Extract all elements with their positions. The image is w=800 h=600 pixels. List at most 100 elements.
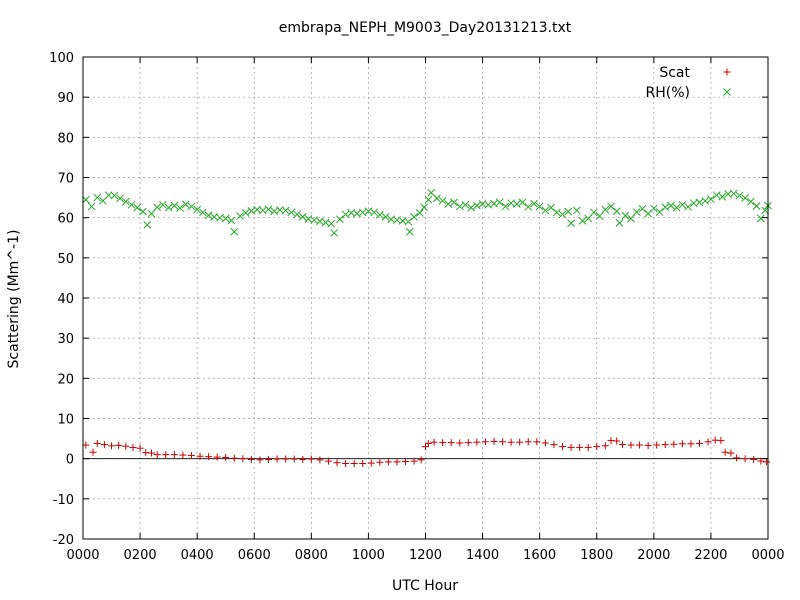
data-point bbox=[404, 217, 413, 226]
data-point bbox=[618, 441, 626, 449]
data-point bbox=[282, 455, 290, 463]
data-point bbox=[341, 210, 350, 219]
data-point bbox=[143, 221, 152, 229]
data-point bbox=[661, 203, 670, 212]
data-point bbox=[533, 438, 541, 446]
data-point bbox=[384, 458, 392, 466]
data-point bbox=[410, 213, 418, 221]
data-point bbox=[644, 441, 652, 449]
y-tick-label: 20 bbox=[57, 372, 74, 387]
legend-marker-symbol bbox=[723, 68, 731, 76]
data-point bbox=[552, 208, 561, 217]
data-point bbox=[456, 439, 464, 447]
data-point bbox=[735, 191, 744, 200]
data-point bbox=[299, 455, 307, 463]
data-point bbox=[110, 191, 119, 200]
data-point bbox=[481, 438, 489, 446]
data-point bbox=[447, 439, 455, 447]
data-point bbox=[530, 199, 538, 208]
data-point bbox=[607, 202, 615, 211]
data-point bbox=[239, 455, 247, 463]
data-point bbox=[499, 438, 507, 446]
y-tick-label: 80 bbox=[57, 131, 74, 146]
data-point bbox=[82, 195, 90, 204]
data-point bbox=[136, 444, 144, 452]
data-point bbox=[741, 194, 750, 202]
x-tick-label: 1000 bbox=[352, 548, 385, 563]
data-point bbox=[417, 456, 425, 464]
data-point bbox=[230, 227, 239, 236]
data-point bbox=[381, 213, 390, 221]
data-point bbox=[100, 441, 108, 449]
data-point bbox=[424, 439, 432, 447]
data-point bbox=[420, 203, 428, 212]
data-point bbox=[359, 459, 367, 467]
data-point bbox=[672, 203, 681, 212]
data-point bbox=[750, 455, 758, 463]
data-point bbox=[516, 438, 524, 446]
legend-marker-symbol bbox=[723, 88, 731, 96]
data-point bbox=[747, 197, 755, 206]
data-point bbox=[93, 193, 102, 202]
data-point bbox=[613, 437, 621, 445]
legend-label-scat: Scat bbox=[659, 65, 690, 81]
x-tick-label: 0800 bbox=[295, 548, 328, 563]
tick-layer: -20 -10 0 10 20 30 40 50 60 70 80 90 100 0000 0200 0400… bbox=[49, 51, 784, 563]
data-point bbox=[741, 455, 749, 463]
data-point bbox=[121, 197, 130, 206]
data-point bbox=[461, 200, 470, 209]
data-point bbox=[707, 195, 715, 204]
data-point bbox=[696, 439, 703, 447]
data-point bbox=[375, 211, 384, 219]
data-point bbox=[717, 437, 725, 445]
data-point bbox=[670, 440, 678, 448]
data-point bbox=[153, 451, 161, 459]
data-point bbox=[572, 206, 581, 215]
data-point bbox=[567, 443, 575, 451]
data-point bbox=[701, 196, 710, 205]
data-point bbox=[704, 438, 712, 446]
data-point bbox=[153, 203, 162, 212]
data-point bbox=[438, 196, 447, 205]
data-point bbox=[687, 440, 695, 448]
data-point bbox=[370, 208, 378, 217]
legend-marker-scat bbox=[723, 68, 731, 76]
data-point bbox=[367, 459, 375, 467]
data-point bbox=[678, 200, 687, 209]
data-point bbox=[601, 442, 609, 450]
data-point bbox=[564, 207, 573, 216]
data-point bbox=[181, 200, 190, 209]
data-point bbox=[236, 212, 244, 220]
y-tick-label: -20 bbox=[53, 533, 74, 548]
series-scat bbox=[82, 436, 771, 467]
y-tick-label: 0 bbox=[66, 453, 74, 468]
data-point bbox=[752, 202, 761, 210]
data-point bbox=[578, 217, 587, 225]
y-axis-label: Scattering (Mm^-1) bbox=[6, 230, 22, 369]
data-point bbox=[729, 189, 738, 198]
data-point bbox=[199, 208, 207, 217]
data-point bbox=[761, 206, 769, 215]
data-point bbox=[415, 208, 424, 217]
data-point bbox=[473, 201, 481, 210]
y-tick-label: -10 bbox=[53, 493, 74, 508]
data-point bbox=[264, 205, 273, 214]
x-tick-label: 2000 bbox=[637, 548, 670, 563]
data-point bbox=[433, 194, 441, 203]
data-point bbox=[524, 202, 533, 211]
data-point bbox=[627, 214, 635, 223]
y-tick-label: 100 bbox=[49, 51, 74, 66]
data-point bbox=[129, 443, 137, 451]
data-point bbox=[721, 448, 729, 456]
data-point bbox=[541, 206, 550, 215]
data-point bbox=[330, 229, 339, 237]
data-point bbox=[590, 208, 598, 217]
series-layer bbox=[82, 188, 772, 467]
data-point bbox=[667, 201, 675, 210]
data-point bbox=[653, 441, 661, 449]
y-tick-label: 30 bbox=[57, 332, 74, 347]
data-point bbox=[535, 202, 544, 211]
y-tick-label: 10 bbox=[57, 413, 74, 428]
